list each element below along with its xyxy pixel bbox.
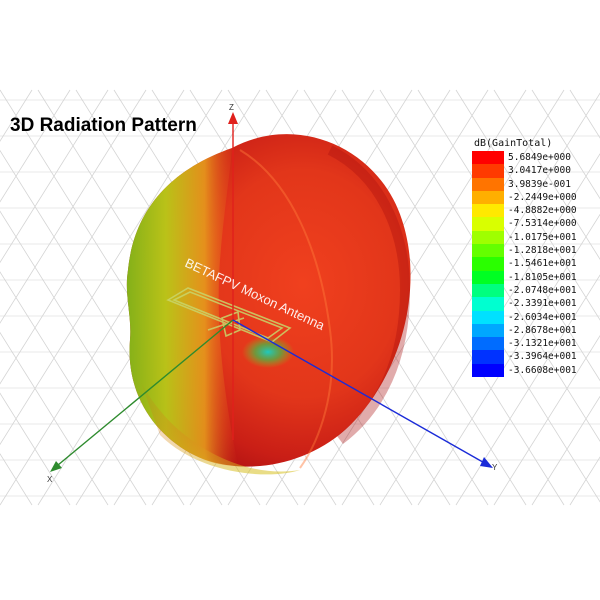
legend-swatch xyxy=(472,337,504,351)
legend-swatch xyxy=(472,270,504,284)
legend-row: 5.6849e+000 xyxy=(466,151,588,165)
lobe-right-rim xyxy=(327,145,411,444)
legend-swatch xyxy=(472,363,504,378)
legend-row: -2.6034e+001 xyxy=(466,310,588,324)
grid-line xyxy=(0,89,71,203)
grid-line xyxy=(417,213,600,506)
grid-line xyxy=(0,89,185,385)
legend-row: 3.0417e+000 xyxy=(466,164,588,178)
left-lobe-shading xyxy=(126,148,238,466)
legend-row: 3.9839e-001 xyxy=(466,177,588,191)
legend-value: 3.9839e-001 xyxy=(508,178,571,190)
legend-swatch xyxy=(472,350,504,364)
grid-line xyxy=(0,392,71,506)
z-axis-arrow xyxy=(228,112,238,124)
x-axis-label: X xyxy=(47,475,53,484)
legend-row: -1.8105e+001 xyxy=(466,270,588,284)
legend-value: -7.5314e+000 xyxy=(508,218,577,230)
legend-row: -1.2818e+001 xyxy=(466,244,588,258)
legend-swatch xyxy=(472,190,504,205)
legend-row: -2.3391e+001 xyxy=(466,297,588,311)
page-title: 3D Radiation Pattern xyxy=(10,115,197,136)
legend-value: -2.3391e+001 xyxy=(508,298,577,310)
legend-row: -2.8678e+001 xyxy=(466,323,588,338)
lobe-highlight-band xyxy=(239,149,333,469)
coordinate-axes: Z X Y xyxy=(47,103,498,484)
legend-row: -3.6608e+001 xyxy=(466,363,588,378)
grid-line xyxy=(303,89,565,506)
legend-swatch xyxy=(472,151,504,165)
legend-swatch xyxy=(472,204,504,218)
legend-swatch xyxy=(472,297,504,311)
legend-swatch xyxy=(472,244,504,258)
x-axis-arrow xyxy=(50,461,62,472)
legend-row: -4.8882e+000 xyxy=(466,204,588,218)
legend-value: 3.0417e+000 xyxy=(508,165,571,177)
legend-row: -1.0175e+001 xyxy=(466,230,588,245)
y-axis-arrow xyxy=(480,457,493,468)
legend-swatch xyxy=(472,310,504,324)
grid-line xyxy=(455,274,600,506)
legend-swatch xyxy=(472,323,504,338)
x-axis-line xyxy=(51,319,234,471)
legend-value: -2.6034e+001 xyxy=(508,311,577,323)
legend-value: -4.8882e+000 xyxy=(508,205,577,217)
legend-value: -2.0748e+001 xyxy=(508,284,577,296)
legend-value: -3.6608e+001 xyxy=(508,364,577,376)
legend-value: -2.8678e+001 xyxy=(508,324,577,336)
grid-line xyxy=(531,395,600,506)
legend-value: -1.2818e+001 xyxy=(508,245,577,257)
legend-row: -1.5461e+001 xyxy=(466,257,588,271)
lobe-bottom-shading xyxy=(140,380,300,475)
y-axis-label: Y xyxy=(492,463,498,472)
legend-value: 5.6849e+000 xyxy=(508,152,571,163)
legend-row: -2.0748e+001 xyxy=(466,283,588,298)
grid-line xyxy=(493,335,600,506)
grid-line xyxy=(0,331,109,506)
grid-line xyxy=(493,89,600,260)
legend-header: dB(GainTotal) xyxy=(474,138,553,149)
grid-line xyxy=(0,89,147,324)
y-axis-line xyxy=(232,319,489,466)
radiation-lobe xyxy=(126,134,411,475)
grid-line xyxy=(0,89,109,264)
grid-line xyxy=(0,271,147,506)
legend-row: -7.5314e+000 xyxy=(466,217,588,231)
legend-value: -1.5461e+001 xyxy=(508,258,577,270)
z-axis-label: Z xyxy=(229,103,234,112)
legend-row: -2.2449e+000 xyxy=(466,190,588,205)
grid-line xyxy=(531,89,600,200)
gain-legend: dB(GainTotal) 5.6849e+000 3.0417e+000 3.98… xyxy=(466,137,588,378)
legend-value: -3.3964e+001 xyxy=(508,351,577,363)
grid-line xyxy=(0,89,223,446)
legend-swatch xyxy=(472,177,504,191)
grid-line xyxy=(379,153,600,506)
legend-scale: 5.6849e+000 3.0417e+000 3.9839e-001 -2.2449… xyxy=(466,151,588,378)
legend-value: -1.0175e+001 xyxy=(508,231,577,243)
legend-value: -2.2449e+000 xyxy=(508,191,577,203)
legend-row: -3.3964e+001 xyxy=(466,350,588,364)
legend-swatch xyxy=(472,257,504,271)
legend-value: -3.1321e+001 xyxy=(508,338,577,350)
legend-swatch xyxy=(472,283,504,298)
legend-swatch xyxy=(472,217,504,231)
legend-swatch xyxy=(472,230,504,245)
legend-row: -3.1321e+001 xyxy=(466,337,588,351)
legend-swatch xyxy=(472,164,504,178)
null-region xyxy=(242,336,294,368)
legend-value: -1.8105e+001 xyxy=(508,271,577,283)
